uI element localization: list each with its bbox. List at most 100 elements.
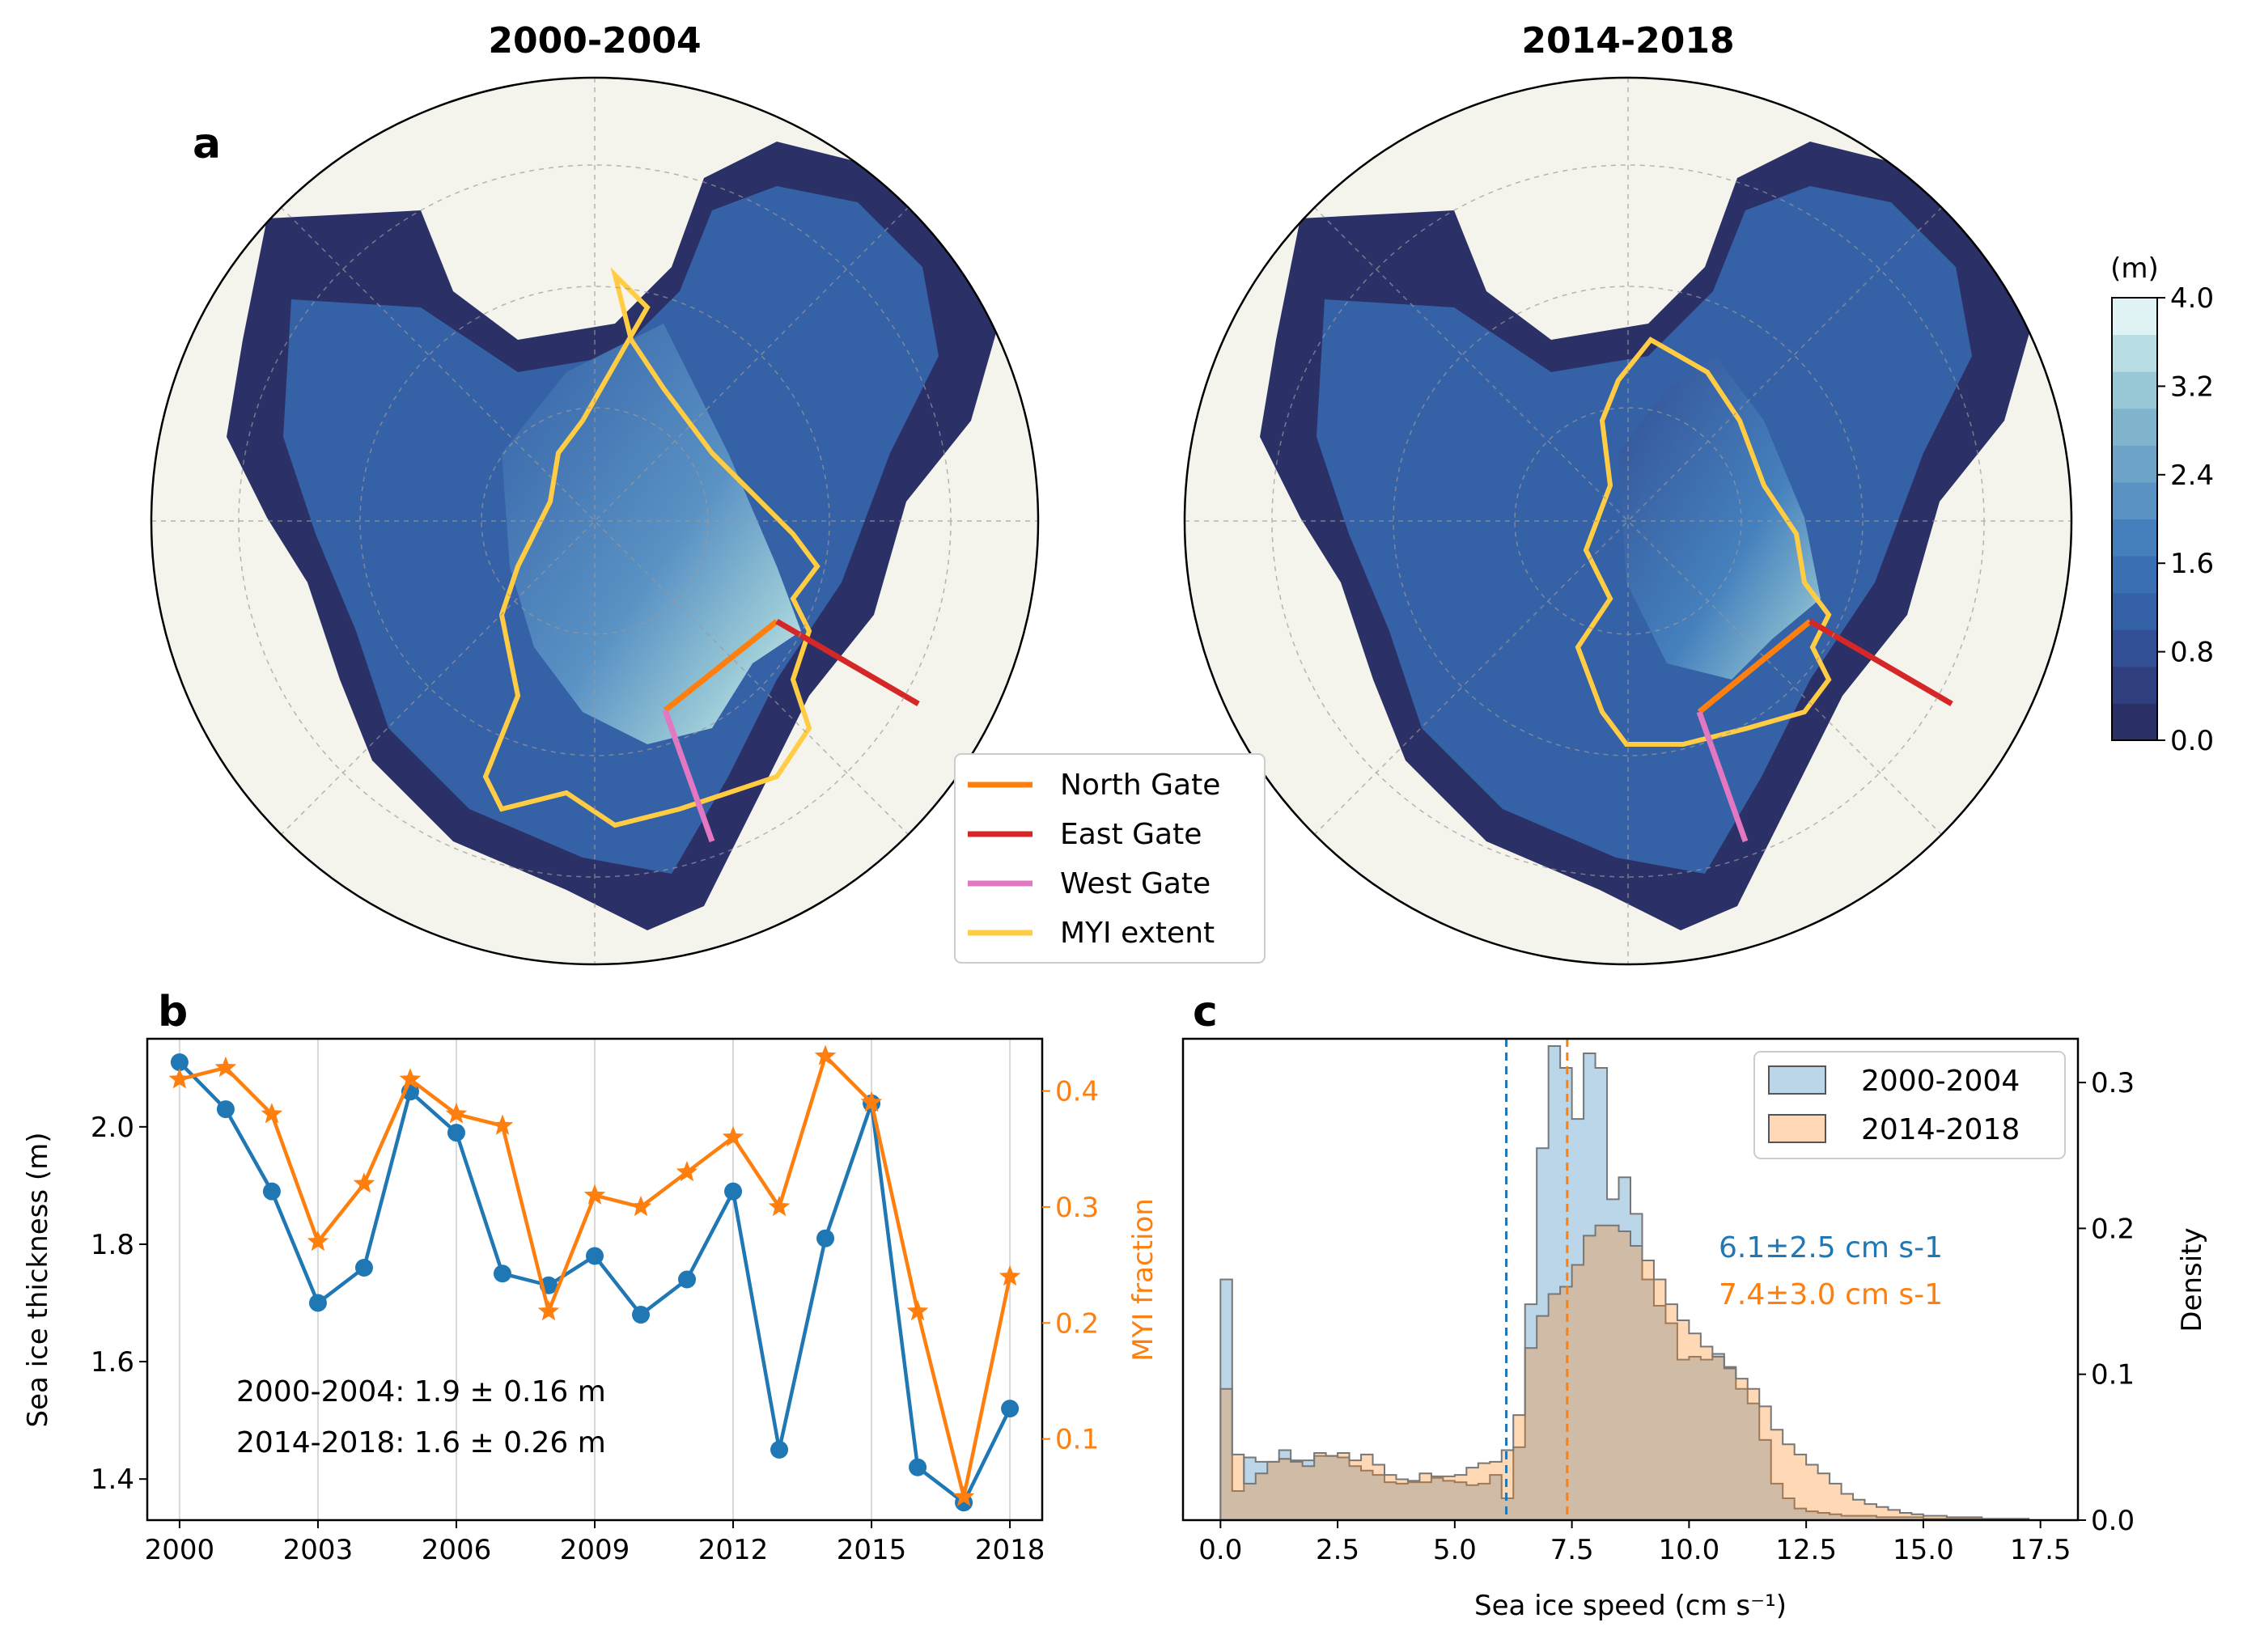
colorbar-tick-label: 0.0 — [2170, 725, 2214, 757]
colorbar-level-10 — [2112, 334, 2157, 372]
x-tick-label-b: 2009 — [560, 1534, 630, 1566]
map-title-right: 2014-2018 — [1521, 20, 1734, 61]
colorbar-tick-label: 4.0 — [2170, 282, 2214, 315]
y2-tick-label-b: 0.3 — [1055, 1192, 1099, 1224]
data-point-thickness — [170, 1053, 189, 1072]
histogram-2000-2004 — [1219, 1045, 2041, 1521]
plot-frame-c — [1181, 1037, 2080, 1522]
legend-label-myi-extent: MYI extent — [1060, 917, 1215, 950]
data-point-myi-fraction — [860, 1091, 883, 1112]
data-point-myi-fraction — [676, 1160, 698, 1182]
data-point-thickness — [909, 1458, 927, 1476]
data-point-thickness — [678, 1270, 697, 1289]
colorbar-level-4 — [2112, 556, 2157, 594]
data-point-thickness — [262, 1182, 281, 1201]
data-point-thickness — [308, 1294, 327, 1312]
data-point-thickness — [816, 1229, 835, 1247]
x-tick-label-b: 2015 — [837, 1534, 907, 1566]
data-point-myi-fraction — [722, 1125, 744, 1147]
west-gate-left — [662, 709, 715, 843]
data-point-thickness — [1001, 1400, 1020, 1418]
data-point-thickness — [354, 1258, 373, 1277]
panel-c: c 0.0 2.5 5.0 7.5 10.0 12.5 15.0 17.5 0.0 0.1 0.2… — [1181, 988, 2208, 1622]
data-point-myi-fraction — [353, 1172, 375, 1193]
legend-label-2000: 2000-2004 — [1861, 1065, 2020, 1098]
panel-b: b 2000 2003 2006 2009 2012 2015 2018 1.4 1.6 1.8… — [22, 988, 1160, 1566]
hist-legend: 2000-2004 2014-2018 — [1753, 1051, 2066, 1159]
x-tick-label-c: 2.5 — [1316, 1534, 1359, 1566]
legend-label-north-gate: North Gate — [1060, 769, 1220, 802]
map-title-left: 2000-2004 — [488, 20, 701, 61]
y-tick-label-b: 1.4 — [91, 1464, 134, 1496]
x-tick-label-b: 2003 — [283, 1534, 354, 1566]
colorbar-level-0 — [2112, 703, 2157, 741]
data-point-myi-fraction — [952, 1485, 975, 1506]
y-tick-label-b: 1.6 — [91, 1346, 134, 1379]
y-tick-label-c: 0.0 — [2091, 1505, 2135, 1537]
colorbar-level-1 — [2112, 666, 2157, 704]
legend-label-2014: 2014-2018 — [1861, 1113, 2020, 1146]
y2-tick-label-b: 0.1 — [1055, 1424, 1099, 1456]
colorbar-level-11 — [2112, 298, 2157, 336]
x-tick-label-b: 2012 — [698, 1534, 769, 1566]
annotation-c-2: 7.4±3.0 cm s-1 — [1719, 1278, 1943, 1311]
colorbar-unit: (m) — [2110, 252, 2159, 285]
west-gate-right — [1696, 710, 1749, 843]
data-point-thickness — [447, 1124, 465, 1142]
data-point-thickness — [216, 1100, 235, 1119]
colorbar-level-3 — [2112, 592, 2157, 630]
map-border-right — [1183, 76, 2073, 966]
myi-extent-2014 — [1575, 337, 1832, 747]
data-point-myi-fraction — [583, 1184, 606, 1205]
myi-extent-2000 — [482, 267, 820, 828]
x-tick-label-c: 5.0 — [1433, 1534, 1477, 1566]
data-point-myi-fraction — [491, 1114, 514, 1135]
colorbar-level-5 — [2112, 519, 2157, 557]
y-tick-label-c: 0.3 — [2091, 1067, 2135, 1099]
colorbar-tick-label: 2.4 — [2170, 460, 2214, 492]
gate-legend: North Gate East Gate West Gate MYI extent — [954, 753, 1266, 964]
data-point-myi-fraction — [445, 1103, 468, 1124]
x-tick-label-b: 2000 — [145, 1534, 215, 1566]
y2-tick-label-b: 0.4 — [1055, 1076, 1099, 1108]
data-point-myi-fraction — [261, 1103, 283, 1124]
legend-swatch-2014 — [1768, 1114, 1826, 1143]
colorbar-level-9 — [2112, 371, 2157, 409]
legend-label-east-gate: East Gate — [1060, 818, 1202, 851]
annotation-b-1: 2000-2004: 1.9 ± 0.16 m — [236, 1375, 606, 1408]
data-point-myi-fraction — [168, 1068, 191, 1089]
data-point-myi-fraction — [814, 1044, 837, 1065]
y-tick-label-c: 0.2 — [2091, 1213, 2135, 1245]
x-tick-label-c: 17.5 — [2010, 1534, 2071, 1566]
data-point-myi-fraction — [906, 1299, 929, 1321]
colorbar: (m) 0.0 0.8 1.6 2.4 3.2 4.0 — [2110, 252, 2214, 757]
colorbar-level-7 — [2112, 445, 2157, 483]
x-tick-label-c: 15.0 — [1893, 1534, 1954, 1566]
panel-label-a: a — [193, 120, 221, 168]
x-tick-label-c: 7.5 — [1550, 1534, 1594, 1566]
data-point-thickness — [724, 1182, 743, 1201]
north-gate-right — [1697, 619, 1813, 714]
data-point-thickness — [632, 1306, 651, 1324]
x-axis-label-c: Sea ice speed (cm s⁻¹) — [1474, 1590, 1787, 1622]
map-2000-2004: 2000-2004 a — [150, 20, 1040, 966]
legend-swatch-2000 — [1768, 1065, 1826, 1095]
data-point-myi-fraction — [307, 1230, 329, 1252]
y-tick-label-b: 2.0 — [91, 1112, 134, 1144]
y-axis-label-b: Sea ice thickness (m) — [22, 1132, 54, 1427]
x-tick-label-b: 2006 — [422, 1534, 492, 1566]
data-point-myi-fraction — [214, 1056, 237, 1078]
colorbar-tick-label: 0.8 — [2170, 637, 2214, 669]
data-point-thickness — [493, 1264, 511, 1283]
y2-axis-label-c: Density — [2176, 1227, 2208, 1332]
x-tick-label-b: 2018 — [975, 1534, 1045, 1566]
legend-label-west-gate: West Gate — [1060, 867, 1211, 900]
data-point-myi-fraction — [768, 1195, 791, 1217]
y2-axis-label-b: MYI fraction — [1127, 1198, 1160, 1362]
colorbar-level-8 — [2112, 408, 2157, 446]
annotation-c-1: 6.1±2.5 cm s-1 — [1719, 1231, 1943, 1264]
x-tick-label-c: 10.0 — [1659, 1534, 1720, 1566]
map-border-left — [150, 76, 1040, 966]
y-tick-label-b: 1.8 — [91, 1229, 134, 1261]
